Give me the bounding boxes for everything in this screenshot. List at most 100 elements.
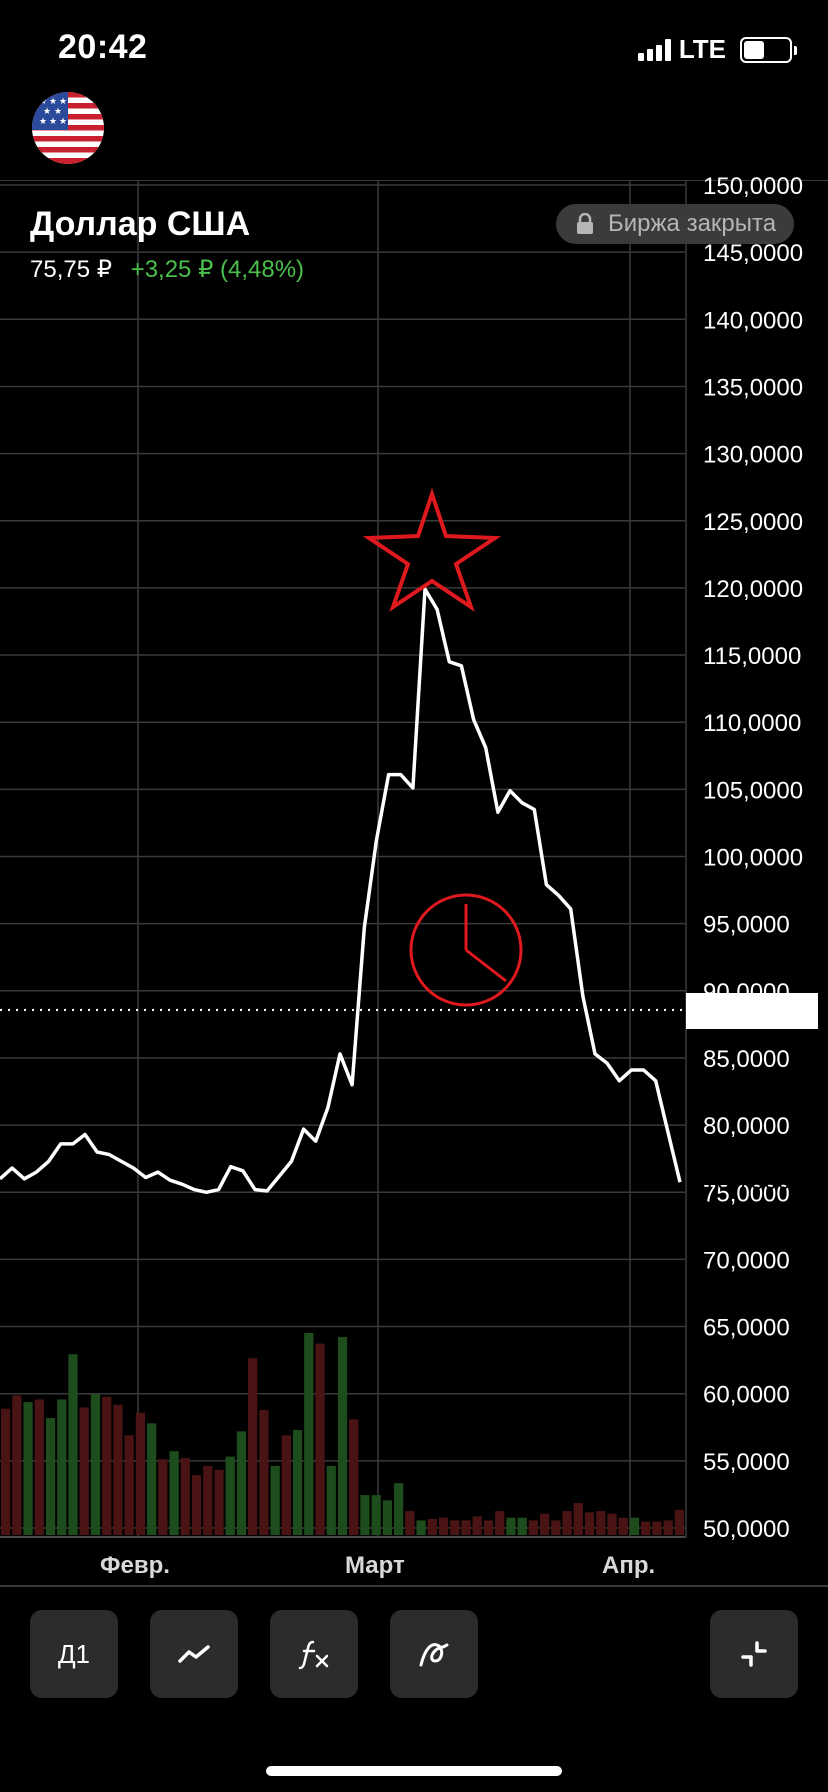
volume-bar bbox=[169, 1451, 179, 1535]
volume-bar bbox=[79, 1407, 89, 1535]
volume-bar bbox=[663, 1520, 673, 1535]
volume-bar bbox=[45, 1418, 56, 1535]
y-axis-label: 125,0000 bbox=[703, 509, 803, 536]
interval-label: Д1 bbox=[57, 1638, 91, 1669]
x-label-mar: Март bbox=[345, 1552, 405, 1579]
volume-bar bbox=[427, 1519, 437, 1535]
collapse-button[interactable] bbox=[710, 1610, 798, 1698]
current-price-label bbox=[686, 993, 818, 1029]
y-axis-label: 145,0000 bbox=[703, 240, 803, 267]
volume-bar bbox=[382, 1500, 393, 1535]
volume-bar bbox=[270, 1465, 280, 1535]
drawing-button[interactable] bbox=[390, 1610, 478, 1698]
volume-bar bbox=[23, 1402, 33, 1535]
volume-bar bbox=[349, 1419, 359, 1535]
volume-bar bbox=[34, 1399, 44, 1535]
volume-bar bbox=[225, 1456, 235, 1535]
volume-bar bbox=[416, 1520, 426, 1535]
y-axis-label: 70,0000 bbox=[703, 1247, 790, 1274]
y-axis-label: 135,0000 bbox=[703, 374, 803, 401]
status-time: 20:42 bbox=[58, 28, 148, 66]
volume-bar bbox=[461, 1520, 471, 1535]
volume-bar bbox=[292, 1430, 303, 1535]
volume-bar bbox=[641, 1521, 651, 1535]
volume-bar bbox=[371, 1495, 381, 1535]
volume-bar bbox=[146, 1423, 157, 1535]
y-axis-label: 110,0000 bbox=[703, 710, 801, 737]
volume-bar bbox=[90, 1394, 101, 1535]
chart-grid bbox=[0, 180, 687, 1538]
y-axis-label: 55,0000 bbox=[703, 1449, 790, 1476]
volume-bar bbox=[506, 1517, 516, 1535]
volume-bar bbox=[652, 1521, 662, 1535]
volume-bar bbox=[551, 1520, 561, 1535]
volume-bar bbox=[102, 1396, 112, 1535]
volume-bar bbox=[629, 1517, 640, 1535]
volume-bar bbox=[68, 1354, 78, 1535]
volume-bar bbox=[259, 1410, 269, 1535]
svg-text:★: ★ bbox=[59, 97, 67, 107]
svg-text:★: ★ bbox=[54, 107, 62, 117]
star-annotation-icon bbox=[362, 487, 502, 612]
y-axis-label: 85,0000 bbox=[703, 1046, 790, 1073]
exchange-status-label: Биржа закрыта bbox=[608, 210, 777, 237]
volume-bar bbox=[180, 1457, 190, 1535]
price-row: 75,75 ₽ +3,25 ₽ (4,48%) bbox=[30, 255, 304, 284]
volume-bar bbox=[573, 1503, 583, 1535]
y-axis-label: 120,0000 bbox=[703, 576, 803, 603]
volume-bars bbox=[1, 1333, 684, 1535]
y-axis-label: 130,0000 bbox=[703, 442, 803, 469]
volume-bar bbox=[674, 1509, 684, 1535]
y-axis-labels: 150,0000 145,0000 140,0000 135,0000 130,0000… bbox=[703, 173, 803, 1543]
y-axis-label: 95,0000 bbox=[703, 912, 790, 939]
volume-bar bbox=[191, 1475, 202, 1535]
volume-bar bbox=[607, 1513, 617, 1535]
header-divider bbox=[0, 180, 828, 181]
clock-annotation-icon bbox=[409, 893, 523, 1007]
y-axis-label: 100,0000 bbox=[703, 845, 803, 872]
volume-bar bbox=[540, 1513, 550, 1535]
y-axis-label: 60,0000 bbox=[703, 1382, 790, 1409]
price-chart[interactable]: 150,0000 145,0000 140,0000 135,0000 130,0000… bbox=[0, 170, 828, 1570]
volume-bar bbox=[12, 1395, 22, 1535]
volume-bar bbox=[281, 1435, 291, 1535]
volume-bar bbox=[438, 1517, 449, 1535]
signal-icon bbox=[637, 38, 671, 61]
volume-bar bbox=[618, 1517, 628, 1535]
y-axis-label: 115,0000 bbox=[703, 643, 801, 670]
volume-bar bbox=[517, 1517, 527, 1535]
volume-bar bbox=[236, 1431, 247, 1535]
battery-icon bbox=[740, 36, 797, 63]
price-line bbox=[0, 587, 682, 1195]
volume-bar bbox=[1, 1408, 11, 1535]
exchange-status-badge: Биржа закрыта bbox=[556, 204, 795, 244]
svg-text:★: ★ bbox=[59, 117, 67, 127]
status-bar: 20:42 LTE bbox=[0, 0, 828, 100]
home-indicator[interactable] bbox=[266, 1766, 562, 1776]
toolbar-divider bbox=[0, 1585, 828, 1587]
us-flag-icon[interactable]: ★ ★ ★ ★ ★ ★ ★ ★ bbox=[32, 92, 104, 164]
x-label-apr: Апр. bbox=[602, 1552, 656, 1579]
volume-bar bbox=[450, 1520, 460, 1535]
svg-text:★: ★ bbox=[39, 97, 47, 107]
volume-bar bbox=[135, 1412, 145, 1535]
y-axis-label: 65,0000 bbox=[703, 1315, 790, 1342]
y-axis-label: 150,0000 bbox=[703, 173, 803, 200]
interval-button[interactable]: Д1 bbox=[30, 1610, 118, 1698]
volume-bar bbox=[394, 1483, 404, 1535]
x-label-feb: Февр. bbox=[100, 1552, 170, 1579]
volume-bar bbox=[158, 1459, 168, 1535]
y-axis-label: 50,0000 bbox=[703, 1516, 790, 1543]
drawing-tool-icon bbox=[419, 1643, 449, 1667]
chart-type-button[interactable] bbox=[150, 1610, 238, 1698]
volume-bar bbox=[584, 1512, 595, 1535]
y-axis-label: 140,0000 bbox=[703, 307, 803, 334]
indicators-button[interactable] bbox=[270, 1610, 358, 1698]
svg-text:★: ★ bbox=[43, 107, 51, 117]
volume-bar bbox=[326, 1465, 336, 1535]
current-price: 75,75 ₽ bbox=[30, 256, 112, 283]
volume-bar bbox=[495, 1511, 505, 1535]
volume-bar bbox=[528, 1520, 539, 1535]
instrument-title: Доллар США bbox=[30, 205, 251, 243]
volume-bar bbox=[360, 1495, 370, 1535]
